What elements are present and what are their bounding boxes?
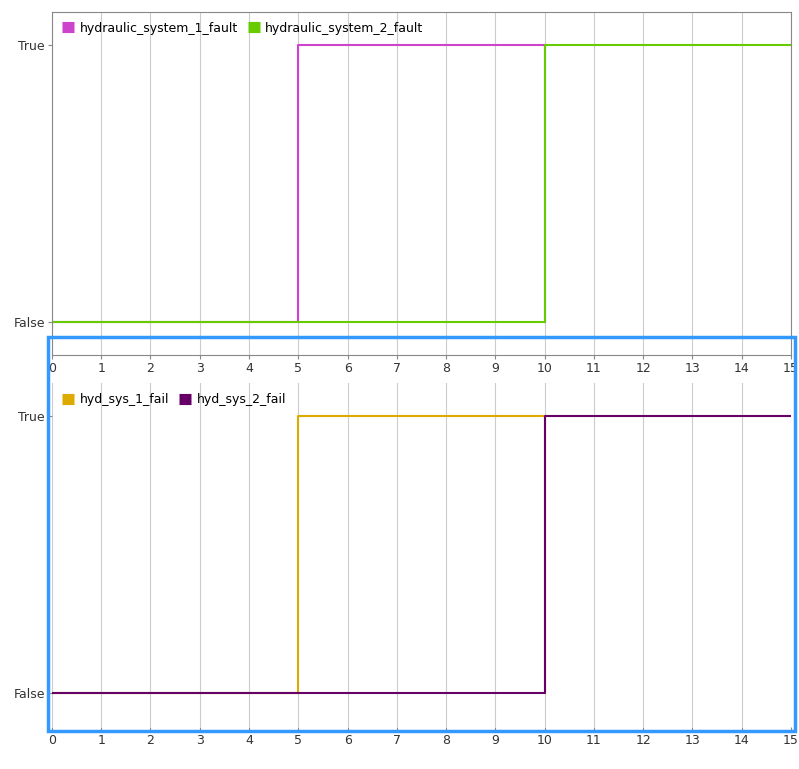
- Legend: hyd_sys_1_fail, hyd_sys_2_fail: hyd_sys_1_fail, hyd_sys_2_fail: [58, 389, 290, 410]
- Legend: hydraulic_system_1_fault, hydraulic_system_2_fault: hydraulic_system_1_fault, hydraulic_syst…: [58, 18, 427, 38]
